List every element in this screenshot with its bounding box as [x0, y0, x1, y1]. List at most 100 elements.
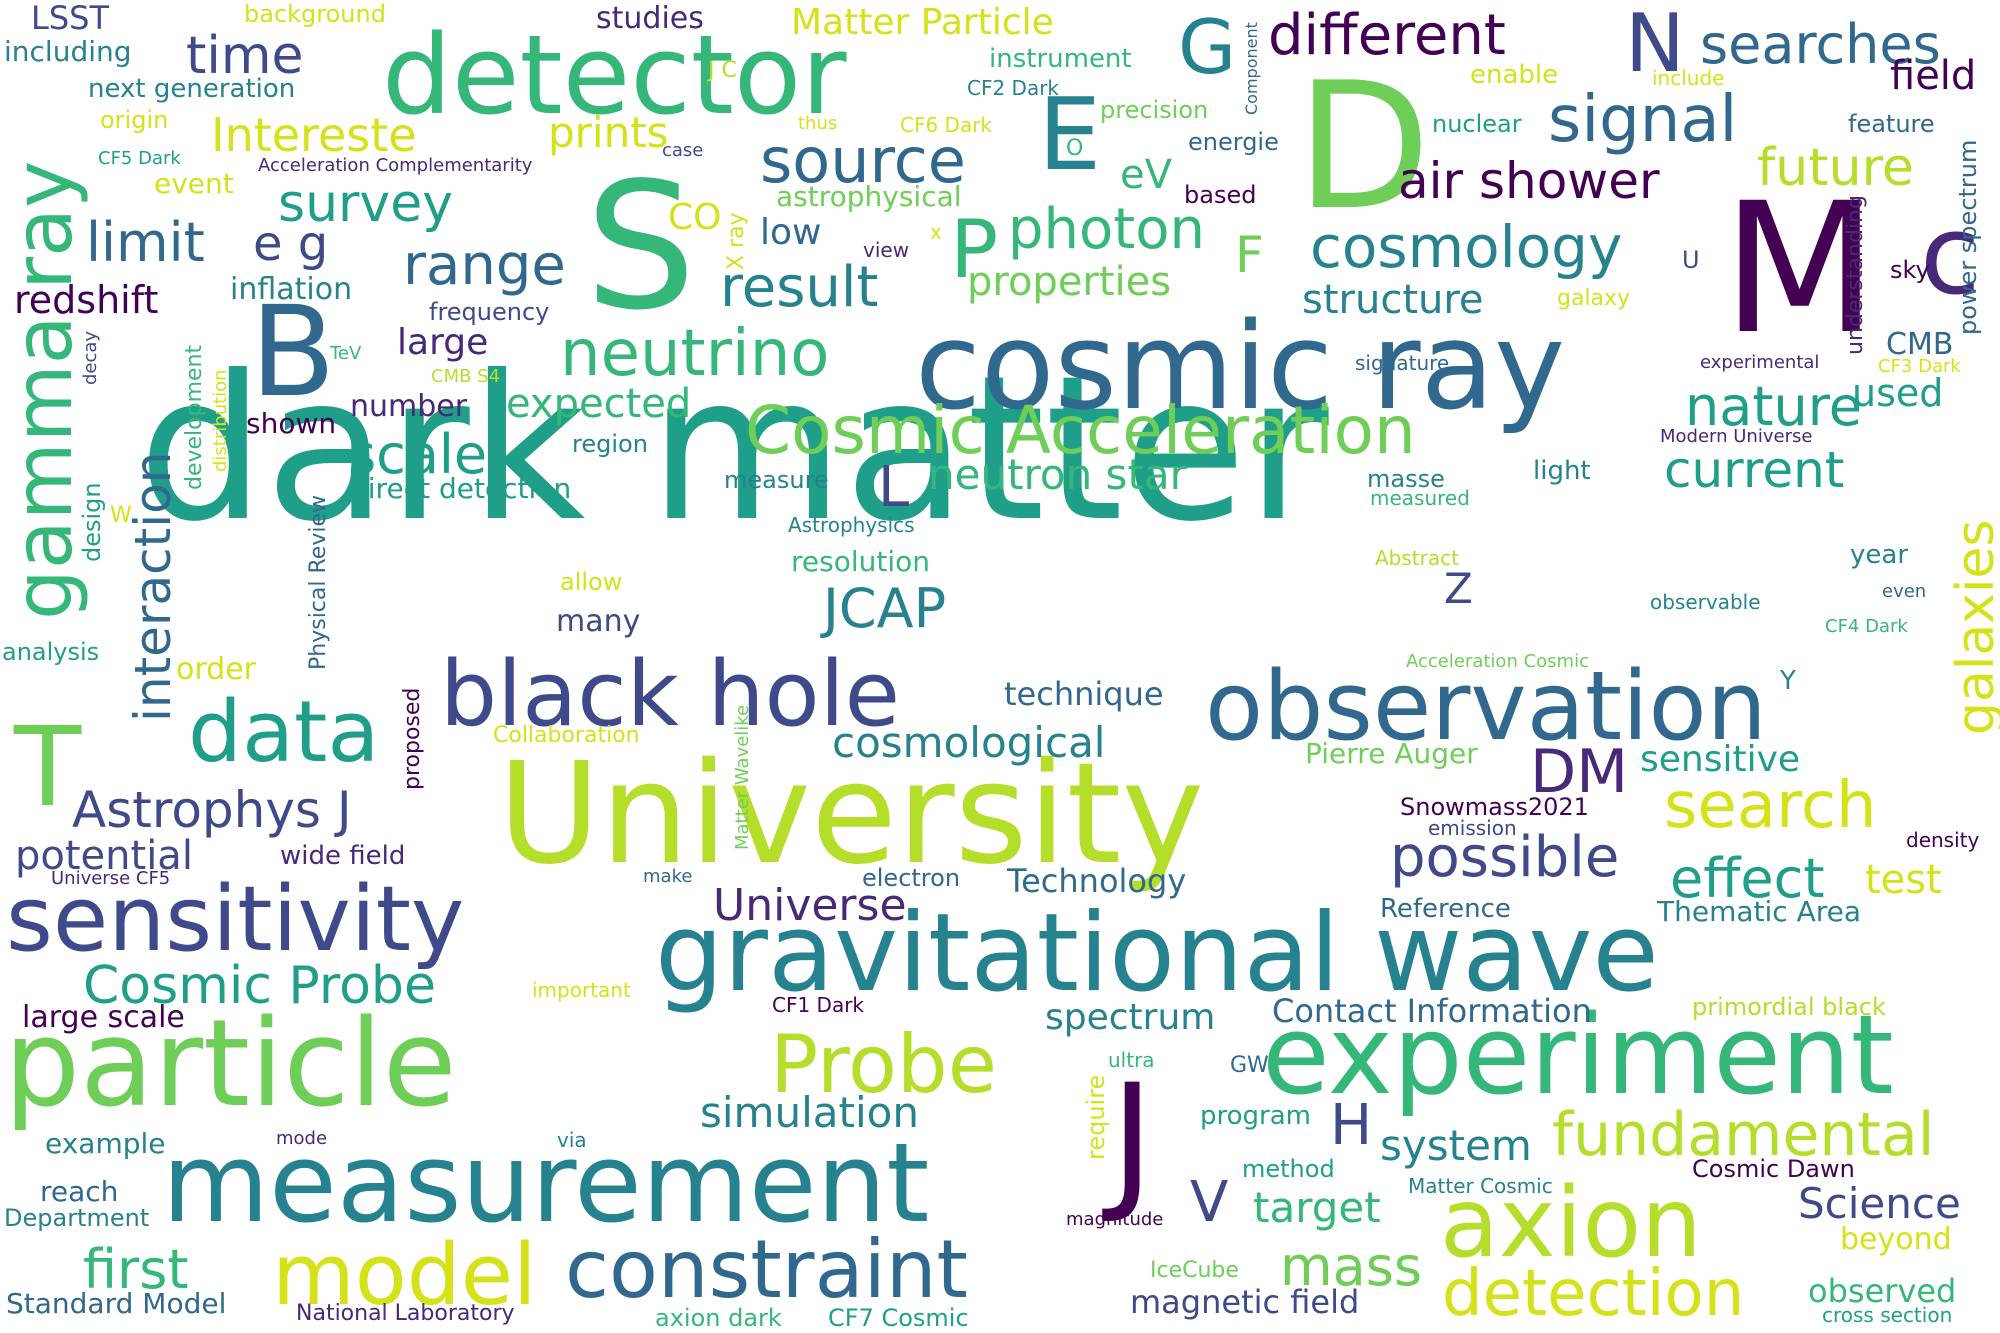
word-program: program [1200, 1101, 1311, 1131]
word-astrophysics: Astrophysics [788, 513, 915, 537]
word-primordial-black: primordial black [1692, 993, 1886, 1021]
word-data: data [188, 683, 380, 782]
word-M: M [1722, 165, 1878, 374]
word-possible: possible [1390, 825, 1620, 890]
word-inflation: inflation [230, 272, 353, 307]
word-universe: Universe [713, 880, 907, 931]
word-experiment: experiment [1262, 991, 1894, 1119]
word-axion: axion [1440, 1167, 1702, 1279]
word-cosmology: cosmology [1310, 213, 1623, 281]
word-masse: masse [1367, 465, 1445, 493]
word-test: test [1865, 857, 1942, 903]
word-including: including [4, 35, 132, 68]
word-H: H [1330, 1093, 1373, 1158]
word-thematic-area: Thematic Area [1657, 895, 1861, 928]
word-via: via [557, 1128, 587, 1152]
word-fundamental: fundamental [1552, 1100, 1935, 1170]
word-cosmic-probe: Cosmic Probe [83, 956, 436, 1016]
word-jcap: JCAP [823, 577, 947, 640]
word-studies: studies [596, 1, 704, 36]
word-model: model [272, 1226, 537, 1325]
word-future: future [1757, 138, 1914, 198]
word-ev: eV [1120, 152, 1172, 198]
word-O: O [1066, 136, 1084, 161]
word-measure: measure [724, 466, 829, 494]
word-jc: J C [708, 58, 737, 83]
word-number: number [350, 389, 468, 424]
word-redshift: redshift [14, 278, 159, 322]
word-power-spectrum: power spectrum [1954, 139, 1982, 335]
word-target: target [1253, 1183, 1381, 1232]
word-constraint: constraint [565, 1223, 968, 1316]
word-low: low [760, 212, 822, 253]
word-axion-dark: axion dark [655, 1304, 782, 1332]
word-cmb: CMB [1886, 327, 1954, 362]
word-properties: properties [967, 259, 1172, 305]
word-sensitivity: sensitivity [6, 867, 465, 972]
word-probe: Probe [770, 1018, 997, 1111]
word-air-shower: air shower [1398, 152, 1660, 210]
word-shown: shown [246, 407, 337, 440]
word-D: D [1296, 46, 1431, 249]
word-contact-information: Contact Information [1272, 992, 1592, 1030]
word-N: N [1625, 0, 1685, 90]
word-density: density [1906, 828, 1980, 852]
word-structure: structure [1302, 277, 1484, 323]
word-order: order [176, 652, 256, 687]
word-decay: decay [80, 330, 101, 385]
word-precision: precision [1100, 96, 1209, 124]
word-example: example [45, 1127, 166, 1160]
word-cf5-dark: CF5 Dark [98, 148, 181, 169]
word-observation: observation [1205, 652, 1767, 762]
word-scale: scale [348, 423, 488, 486]
word-cosmological: cosmological [832, 718, 1106, 767]
word-measurement: measurement [162, 1119, 930, 1247]
word-first: first [83, 1238, 189, 1301]
word-neutron-star: neutron star [928, 450, 1187, 499]
word-ultra: ultra [1108, 1048, 1155, 1072]
word-case: case [662, 140, 704, 161]
word-lsst: LSST [31, 0, 109, 37]
word-matter-cosmic: Matter Cosmic [1408, 1174, 1553, 1198]
word-T: T [14, 703, 82, 831]
word-year: year [1850, 540, 1909, 570]
word-matter-wavelike: Matter Wavelike [732, 704, 753, 850]
word-region: region [572, 430, 648, 458]
word-x-small: x [930, 220, 942, 244]
word-reach: reach [40, 1175, 119, 1208]
word-cmb-s4: CMB S4 [431, 366, 501, 387]
word-intereste: Intereste [211, 108, 417, 162]
word-collaboration: Collaboration [493, 723, 640, 748]
word-mode: mode [276, 1128, 328, 1149]
word-photon: photon [1008, 197, 1206, 262]
word-gamma-ray: gamma ray [0, 160, 90, 620]
word-detector: detector [382, 11, 847, 139]
word-limit: limit [86, 211, 205, 274]
word-cf4-dark: CF4 Dark [1825, 616, 1908, 637]
word-cf6-dark: CF6 Dark [900, 113, 993, 137]
word-gw: GW [1230, 1053, 1269, 1078]
word-distribution: distribution [210, 369, 231, 472]
word-galaxy: galaxy [1557, 286, 1631, 311]
word-spectrum: spectrum [1045, 997, 1216, 1038]
word-physical-review: Physical Review [306, 495, 331, 670]
word-L: L [878, 455, 910, 520]
word-energie: energie [1188, 128, 1279, 156]
word-W: W [110, 503, 132, 528]
word-matter-particle: Matter Particle [791, 2, 1054, 43]
word-survey: survey [278, 174, 453, 234]
word-gravitational-wave: gravitational wave [655, 891, 1659, 1016]
word-allow: allow [560, 568, 623, 596]
word-Y: Y [1780, 666, 1796, 696]
word-nuclear: nuclear [1432, 110, 1522, 138]
word-direct-detection: direct detection [350, 472, 572, 505]
word-resolution: resolution [791, 545, 931, 578]
word-particle: particle [4, 995, 457, 1134]
word-system: system [1380, 1121, 1532, 1170]
word-signature: signature [1355, 351, 1450, 375]
word-interaction: interaction [124, 451, 182, 722]
word-measured: measured [1370, 486, 1470, 510]
word-require: require [1082, 1074, 1110, 1160]
word-effect: effect [1670, 847, 1825, 910]
word-proposed: proposed [400, 687, 425, 790]
